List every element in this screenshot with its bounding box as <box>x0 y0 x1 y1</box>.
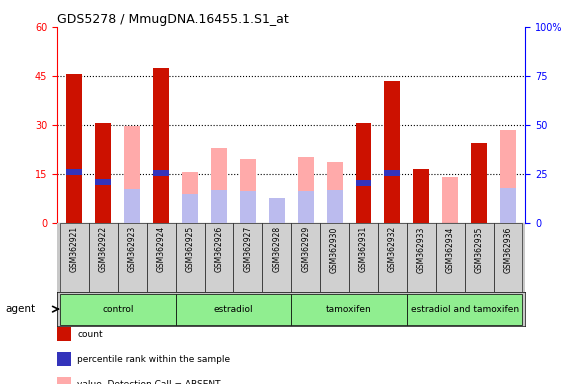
Bar <box>291 223 320 292</box>
Text: GSM362935: GSM362935 <box>475 226 484 273</box>
Text: GSM362936: GSM362936 <box>504 226 513 273</box>
Bar <box>211 190 227 223</box>
Text: GSM362929: GSM362929 <box>301 226 310 272</box>
Text: GSM362927: GSM362927 <box>243 226 252 272</box>
Text: count: count <box>77 329 103 339</box>
Bar <box>327 190 343 223</box>
Bar <box>407 293 522 325</box>
Text: GSM362924: GSM362924 <box>156 226 166 272</box>
Bar <box>60 293 176 325</box>
Text: GSM362933: GSM362933 <box>417 226 426 273</box>
Text: percentile rank within the sample: percentile rank within the sample <box>77 354 230 364</box>
Bar <box>297 191 313 223</box>
Bar <box>493 223 522 292</box>
Bar <box>124 126 140 223</box>
Text: agent: agent <box>6 304 36 314</box>
Text: GSM362925: GSM362925 <box>186 226 195 272</box>
Bar <box>234 223 262 292</box>
Text: estradiol: estradiol <box>214 305 253 314</box>
Text: GSM362931: GSM362931 <box>359 226 368 272</box>
Text: GSM362934: GSM362934 <box>446 226 455 273</box>
Bar <box>66 74 82 223</box>
Bar <box>176 293 291 325</box>
Bar <box>89 223 118 292</box>
Bar <box>240 191 256 223</box>
Bar <box>211 148 227 223</box>
Bar <box>327 162 343 223</box>
Text: GSM362921: GSM362921 <box>70 226 79 272</box>
Text: value, Detection Call = ABSENT: value, Detection Call = ABSENT <box>77 379 220 384</box>
Bar <box>153 170 169 176</box>
Bar <box>60 223 89 292</box>
Text: GSM362926: GSM362926 <box>215 226 223 272</box>
Bar <box>384 81 400 223</box>
Text: tamoxifen: tamoxifen <box>326 305 372 314</box>
Bar <box>204 223 234 292</box>
Text: GSM362922: GSM362922 <box>99 226 108 272</box>
Bar <box>356 123 371 223</box>
Bar <box>124 189 140 223</box>
Text: GDS5278 / MmugDNA.16455.1.S1_at: GDS5278 / MmugDNA.16455.1.S1_at <box>57 13 289 26</box>
Bar <box>269 198 285 223</box>
Bar <box>95 123 111 223</box>
Text: GSM362932: GSM362932 <box>388 226 397 272</box>
Bar <box>320 223 349 292</box>
Bar <box>118 223 147 292</box>
Bar <box>500 189 516 223</box>
Bar <box>436 223 465 292</box>
Bar <box>356 180 371 186</box>
Bar <box>384 170 400 176</box>
Bar <box>349 223 378 292</box>
Bar <box>182 194 198 223</box>
Text: GSM362923: GSM362923 <box>128 226 136 272</box>
Text: control: control <box>102 305 134 314</box>
Bar <box>291 293 407 325</box>
Bar <box>66 169 82 175</box>
Bar <box>147 223 176 292</box>
Text: GSM362928: GSM362928 <box>272 226 282 272</box>
Bar <box>297 157 313 223</box>
Bar <box>471 189 487 223</box>
Bar <box>176 223 204 292</box>
Bar <box>262 223 291 292</box>
Bar <box>95 179 111 185</box>
Bar <box>240 159 256 223</box>
Bar <box>153 68 169 223</box>
Text: estradiol and tamoxifen: estradiol and tamoxifen <box>411 305 518 314</box>
Bar <box>471 143 487 223</box>
Text: GSM362930: GSM362930 <box>330 226 339 273</box>
Bar <box>465 223 493 292</box>
Bar <box>407 223 436 292</box>
Bar <box>442 177 458 223</box>
Bar <box>500 130 516 223</box>
Bar <box>413 169 429 223</box>
Bar <box>378 223 407 292</box>
Bar <box>182 172 198 223</box>
